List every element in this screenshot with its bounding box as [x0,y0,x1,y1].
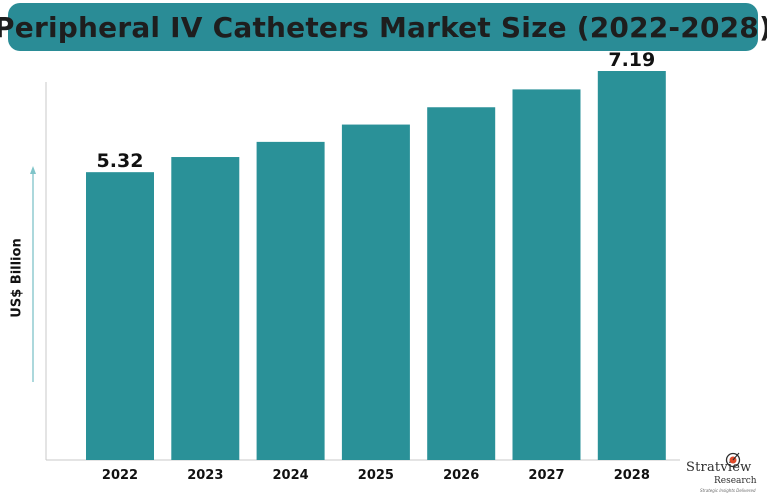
logo-sub: Research [714,476,757,486]
x-tick-label: 2026 [443,468,479,483]
bar-2025 [341,124,410,461]
bars-group: 2022 5.32 2023 2024 2025 2026 2027 2028 7.19 [86,49,666,483]
x-tick-label: 2023 [187,468,223,483]
stratview-logo: Stratview Research Strategic Insights De… [680,452,764,496]
x-tick-label: 2024 [273,468,309,483]
data-label: 7.19 [608,49,655,71]
x-tick-label: 2028 [614,468,650,483]
title-banner: Peripheral IV Catheters Market Size (202… [0,3,767,51]
y-axis-label: US$ Billion [9,238,25,318]
y-axis-arrow-head [30,166,36,174]
bar-2023 [171,157,240,460]
x-tick-label: 2025 [358,468,394,483]
data-label: 5.32 [97,150,144,172]
x-tick-label: 2022 [102,468,138,483]
bar-2028 [597,71,666,460]
bar-2027 [512,89,581,461]
x-tick-label: 2027 [528,468,564,483]
bar-2026 [427,107,496,460]
bar-2022 [86,172,154,460]
logo-tagline: Strategic Insights Delivered [700,488,756,493]
chart-title: Peripheral IV Catheters Market Size (202… [0,10,767,44]
target-icon [725,452,741,468]
bar-2024 [256,141,325,460]
logo-brand: Stratview [686,460,752,475]
